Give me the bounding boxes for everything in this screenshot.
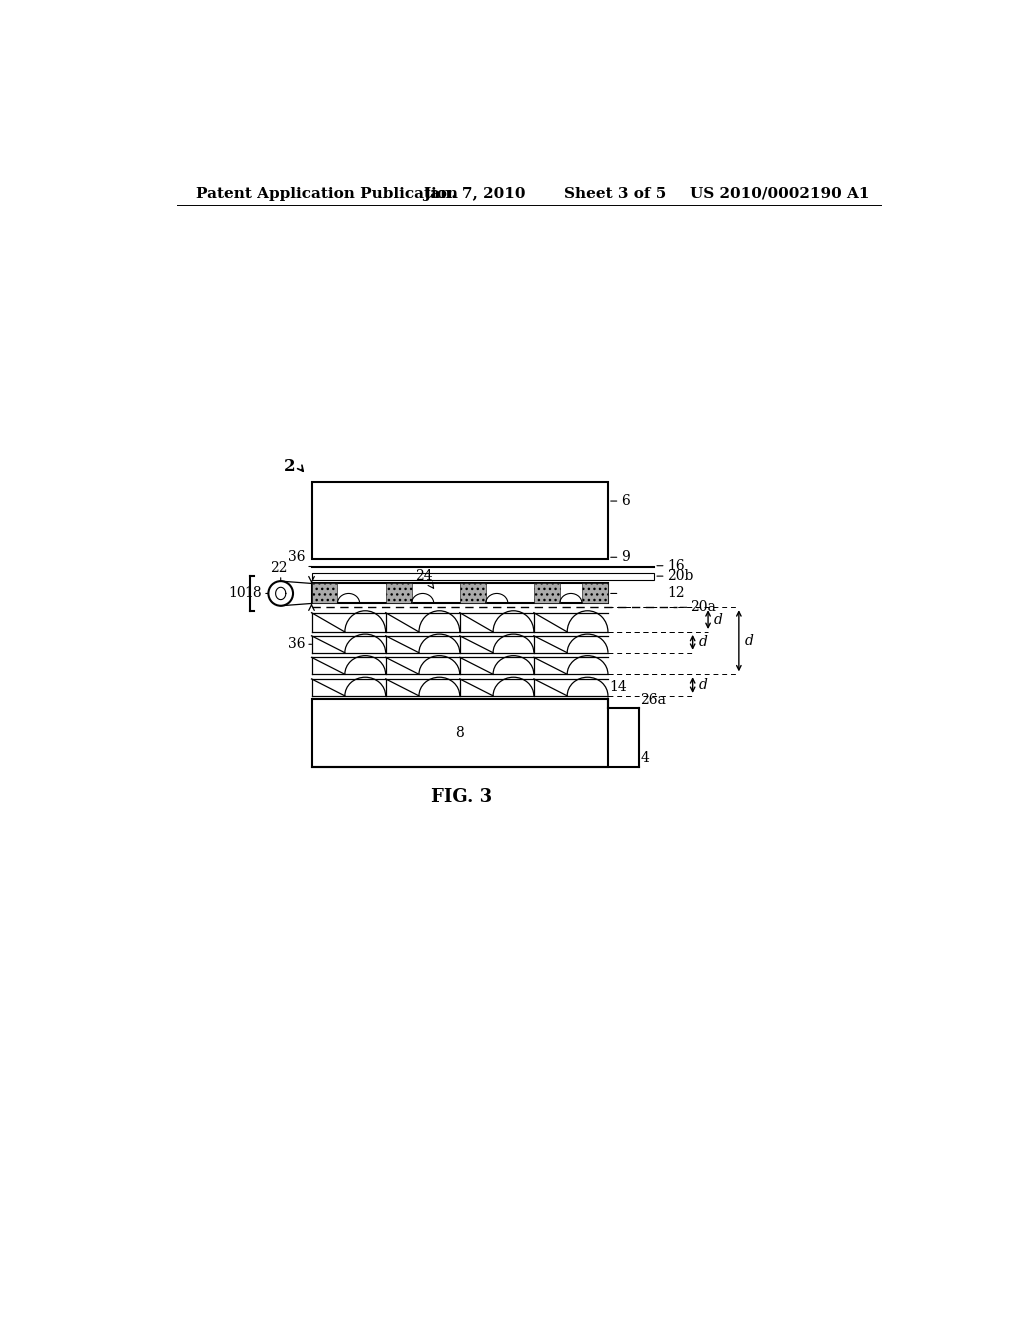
Text: 24: 24 (416, 569, 433, 589)
Text: 8: 8 (456, 726, 464, 739)
Bar (582, 583, 608, 603)
Text: 18: 18 (245, 586, 262, 601)
Text: d: d (698, 678, 708, 692)
Text: FIG. 3: FIG. 3 (431, 788, 493, 807)
Text: 6: 6 (621, 494, 630, 508)
Bar (311, 583, 338, 603)
Text: Jan. 7, 2010: Jan. 7, 2010 (423, 187, 525, 201)
Bar (386, 583, 412, 603)
Bar (534, 583, 560, 603)
Text: 12: 12 (668, 586, 685, 601)
Text: 20a: 20a (690, 601, 716, 614)
Text: d: d (745, 634, 754, 648)
Text: 22: 22 (269, 561, 287, 576)
Text: 14: 14 (609, 680, 628, 693)
Text: 9: 9 (621, 550, 630, 564)
Text: 4: 4 (640, 751, 649, 766)
Text: Sheet 3 of 5: Sheet 3 of 5 (564, 187, 667, 201)
Text: 10: 10 (228, 586, 246, 601)
Text: US 2010/0002190 A1: US 2010/0002190 A1 (689, 187, 869, 201)
Text: 26a: 26a (640, 693, 667, 706)
Bar (311, 700, 608, 767)
Bar (311, 583, 608, 603)
Text: 36: 36 (288, 638, 305, 651)
Text: d: d (698, 635, 708, 649)
Text: 20b: 20b (668, 569, 693, 583)
Bar (460, 583, 485, 603)
Bar (311, 573, 654, 579)
Text: 16: 16 (668, 558, 685, 573)
Text: Patent Application Publication: Patent Application Publication (196, 187, 458, 201)
Circle shape (268, 581, 293, 606)
Text: d: d (714, 612, 723, 627)
Text: 36: 36 (288, 550, 305, 564)
Text: 2: 2 (284, 458, 295, 475)
Bar (311, 482, 608, 558)
